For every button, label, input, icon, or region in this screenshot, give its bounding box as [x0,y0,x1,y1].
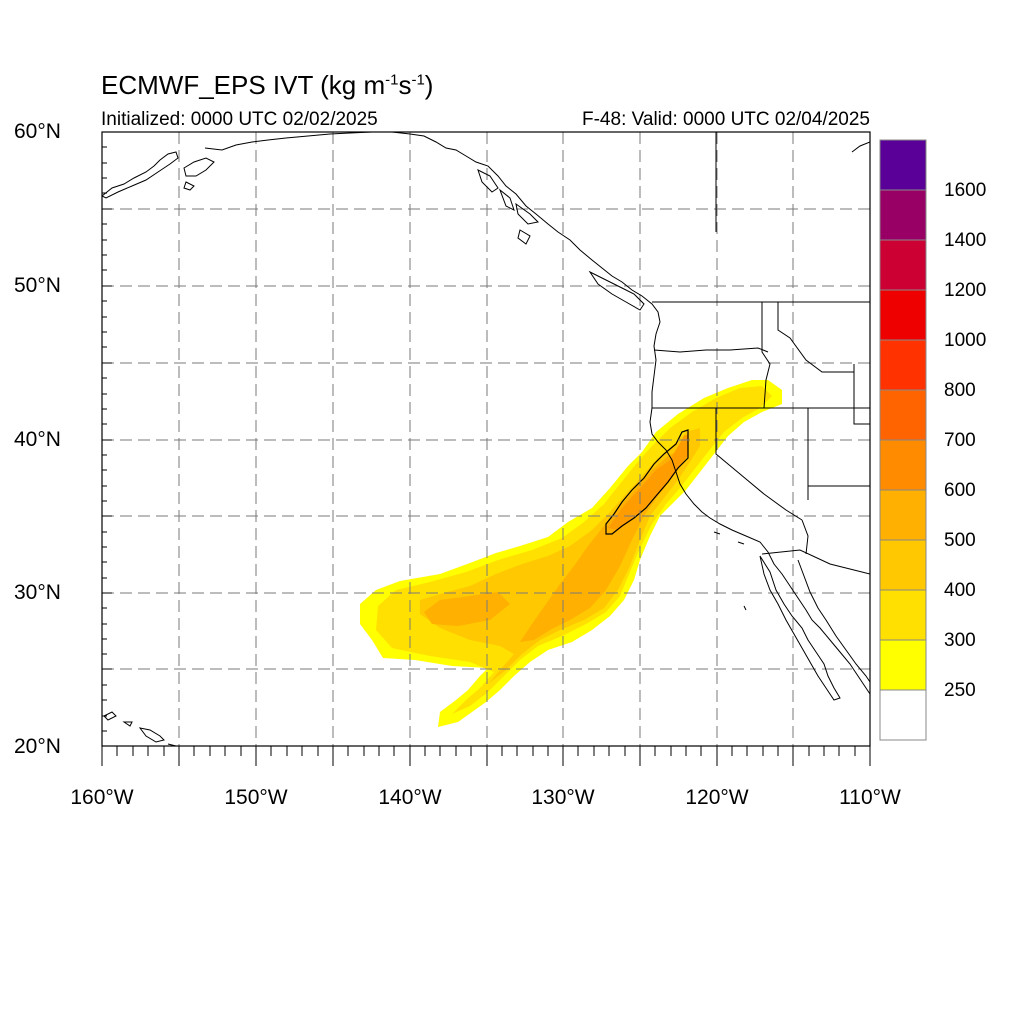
lon-label-160: 160°W [70,786,134,809]
colorbar-label-600: 600 [944,480,976,501]
colorbar-label-1400: 1400 [944,230,987,251]
coast-alaska-peninsula [102,151,179,199]
coast-panhandle-islands [477,169,540,245]
coast-channel-islands [713,531,747,611]
coast-alaska-top [851,141,870,153]
lat-label-50: 50°N [14,274,61,297]
colorbar-swatch-250 [879,639,927,691]
border-idaho-west [761,302,771,409]
lon-label-110: 110°W [839,786,901,809]
ivt-plume [360,380,782,727]
lon-label-140: 140°W [378,786,442,809]
coast-gulf-alaska [204,132,870,695]
colorbar-label-700: 700 [944,430,976,451]
colorbar-swatch-800 [879,339,927,391]
map-frame [101,131,871,747]
colorbar-swatch-below-250 [879,689,927,741]
lon-label-130: 130°W [531,786,595,809]
colorbar-label-250: 250 [944,680,976,701]
border-az-ca [801,519,809,555]
lon-label-150: 150°W [224,786,288,809]
ivt-600-fill [608,434,688,530]
border-montana [777,302,854,373]
colorbar-swatch-600 [879,439,927,491]
colorbar-swatch-1400 [879,189,927,241]
colorbar-swatch-400 [879,539,927,591]
colorbar-swatch-1200 [879,239,927,291]
graticule [102,132,870,746]
colorbar-label-800: 800 [944,380,976,401]
coast-hawaii [103,711,177,746]
lat-label-40: 40°N [14,428,61,451]
lat-label-60: 60°N [14,120,61,143]
coast-baja [759,555,841,701]
state-boundaries [652,132,870,575]
valid-time-label: F-48: Valid: 0000 UTC 02/04/2025 [582,109,870,130]
colorbar-label-1200: 1200 [944,280,987,301]
coast-gulf-california [797,559,870,683]
colorbar-label-300: 300 [944,630,976,651]
border-mexico [761,549,870,575]
colorbar-swatch-1000 [879,289,927,341]
colorbar-swatch-700 [879,389,927,441]
lon-label-120: 120°W [685,786,749,809]
border-ca-nv [715,408,803,521]
coast-vancouver-island [588,270,645,311]
colorbar-label-1000: 1000 [944,330,987,351]
coastlines [102,132,870,746]
colorbar-label-500: 500 [944,530,976,551]
border-wa-or [653,347,769,353]
lat-label-20: 20°N [14,735,61,758]
tick-left-minor [102,146,107,732]
axis-ticks [101,131,871,766]
border-wyoming [853,364,870,425]
colorbar [879,139,927,741]
colorbar-label-400: 400 [944,580,976,601]
initialized-label: Initialized: 0000 UTC 02/02/2025 [101,109,378,130]
lat-label-30: 30°N [14,581,61,604]
colorbar-swatch-1600 [879,139,927,191]
colorbar-swatch-500 [879,489,927,541]
tick-bottom-minor [116,746,856,756]
coast-kodiak [183,157,215,191]
plot-title: ECMWF_EPS IVT (kg m-1s-1) [101,70,434,100]
colorbar-swatch-300 [879,589,927,641]
colorbar-label-1600: 1600 [944,180,987,201]
